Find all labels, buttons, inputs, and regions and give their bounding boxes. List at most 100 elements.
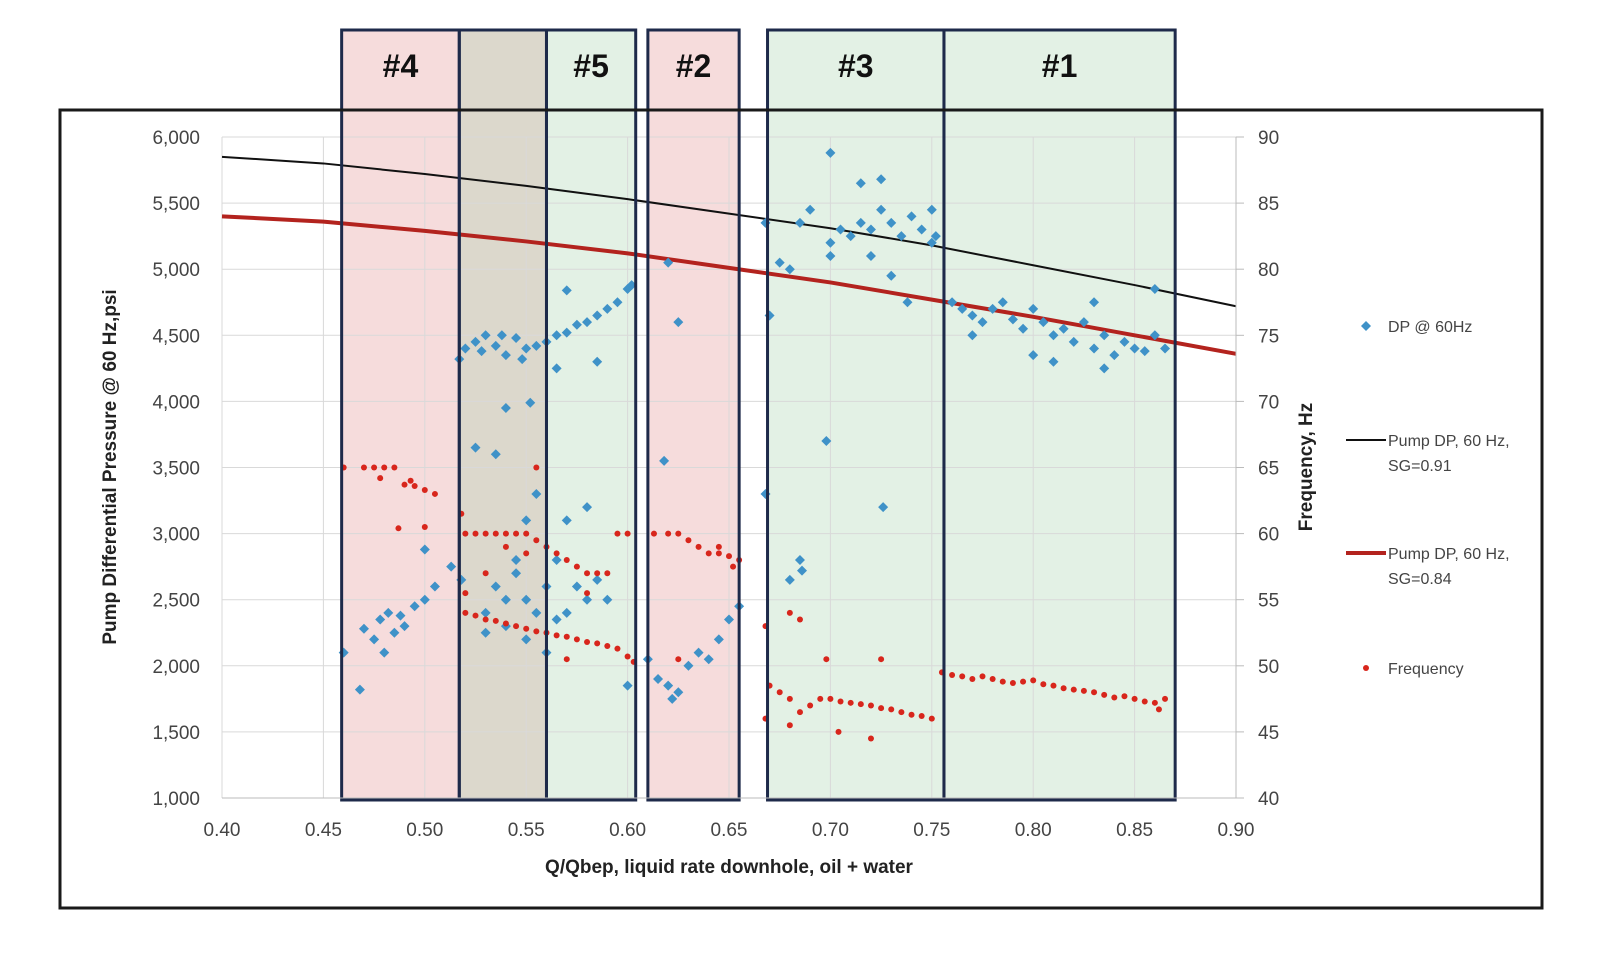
chart-frame <box>58 108 1544 910</box>
frequency-point <box>1101 691 1108 698</box>
frequency-point <box>1162 695 1169 702</box>
frequency-point <box>786 722 793 729</box>
dp-point <box>865 250 876 261</box>
dp-point <box>480 607 491 618</box>
x-tick-label: 0.50 <box>406 820 443 841</box>
dp-point <box>490 340 501 351</box>
dp-point <box>358 623 369 634</box>
dp-point <box>1099 330 1110 341</box>
frequency-point <box>928 715 935 722</box>
region-fill <box>459 30 547 800</box>
y-tick-label: 6,000 <box>152 128 200 149</box>
frequency-point <box>705 550 712 557</box>
dp-point <box>1028 303 1039 314</box>
dp-point <box>1068 336 1079 347</box>
dp-point <box>500 350 511 361</box>
frequency-point <box>796 616 803 623</box>
frequency-point <box>482 530 489 537</box>
dp-point <box>592 310 603 321</box>
frequency-point <box>502 530 509 537</box>
region-label: #5 <box>573 48 609 84</box>
y2-tick-label: 65 <box>1258 459 1279 480</box>
frequency-point <box>1040 681 1047 688</box>
dp-point <box>794 555 805 566</box>
frequency-point <box>377 475 384 482</box>
frequency-point <box>786 695 793 702</box>
frequency-point <box>573 636 580 643</box>
dp-point <box>1089 297 1100 308</box>
legend-label: DP @ 60Hz <box>1388 319 1472 336</box>
frequency-point <box>847 699 854 706</box>
dp-point <box>693 647 704 658</box>
frequency-point <box>695 543 702 550</box>
dp-point <box>997 297 1008 308</box>
dp-point <box>977 317 988 328</box>
frequency-point <box>492 530 499 537</box>
legend-diamond-swatch <box>1361 321 1371 331</box>
frequency-point <box>431 490 438 497</box>
dp-point <box>490 581 501 592</box>
dp-point <box>517 354 528 365</box>
dp-point <box>521 634 532 645</box>
dp-point <box>659 455 670 466</box>
dp-point <box>663 257 674 268</box>
dp-point <box>1038 317 1049 328</box>
frequency-point <box>584 570 591 577</box>
frequency-point <box>1060 685 1067 692</box>
frequency-point <box>604 570 611 577</box>
frequency-point <box>482 570 489 577</box>
dp-point <box>582 317 593 328</box>
region-box <box>544 28 638 802</box>
frequency-point <box>360 464 367 471</box>
frequency-point <box>715 550 722 557</box>
dp-point <box>511 568 522 579</box>
dp-point <box>855 217 866 228</box>
dp-point <box>521 515 532 526</box>
legend-label: Pump DP, 60 Hz, <box>1388 546 1510 563</box>
frequency-point <box>624 530 631 537</box>
frequency-point <box>685 537 692 544</box>
dp-point <box>531 607 542 618</box>
x-tick-label: 0.80 <box>1015 820 1052 841</box>
dp-point <box>551 555 562 566</box>
dp-point <box>855 178 866 189</box>
frequency-point <box>979 673 986 680</box>
frequency-point <box>1091 689 1098 696</box>
frequency-point <box>563 633 570 640</box>
dp-point <box>703 654 714 665</box>
y2-tick-label: 75 <box>1258 326 1279 347</box>
y-tick-label: 1,000 <box>152 789 200 810</box>
x-axis-title: Q/Qbep, liquid rate downhole, oil + wate… <box>545 857 914 878</box>
dp-point <box>470 336 481 347</box>
dp-point <box>622 680 633 691</box>
dp-point <box>947 297 958 308</box>
y2-tick-label: 55 <box>1258 591 1279 612</box>
dp-point <box>794 217 805 228</box>
dp-point <box>389 627 400 638</box>
frequency-point <box>1009 679 1016 686</box>
y2-tick-label: 50 <box>1258 657 1279 678</box>
dp-point <box>496 330 507 341</box>
y2-tick-label: 45 <box>1258 723 1279 744</box>
x-tick-label: 0.65 <box>711 820 748 841</box>
frequency-point <box>730 563 737 570</box>
dp-point <box>525 397 536 408</box>
frequency-point <box>1030 677 1037 684</box>
frequency-point <box>584 590 591 597</box>
dp-point <box>592 574 603 585</box>
dp-point <box>379 647 390 658</box>
frequency-point <box>513 530 520 537</box>
frequency-point <box>395 525 402 532</box>
dp-point <box>375 614 386 625</box>
frequency-point <box>381 464 388 471</box>
dp-point <box>774 257 785 268</box>
y2-tick-label: 40 <box>1258 789 1279 810</box>
region-fill <box>767 30 944 800</box>
frequency-point <box>421 523 428 530</box>
line-1 <box>221 155 1237 308</box>
dp-point <box>667 693 678 704</box>
frequency-point <box>796 709 803 716</box>
frequency-point <box>675 530 682 537</box>
dp-point <box>906 211 917 222</box>
frequency-point <box>959 673 966 680</box>
